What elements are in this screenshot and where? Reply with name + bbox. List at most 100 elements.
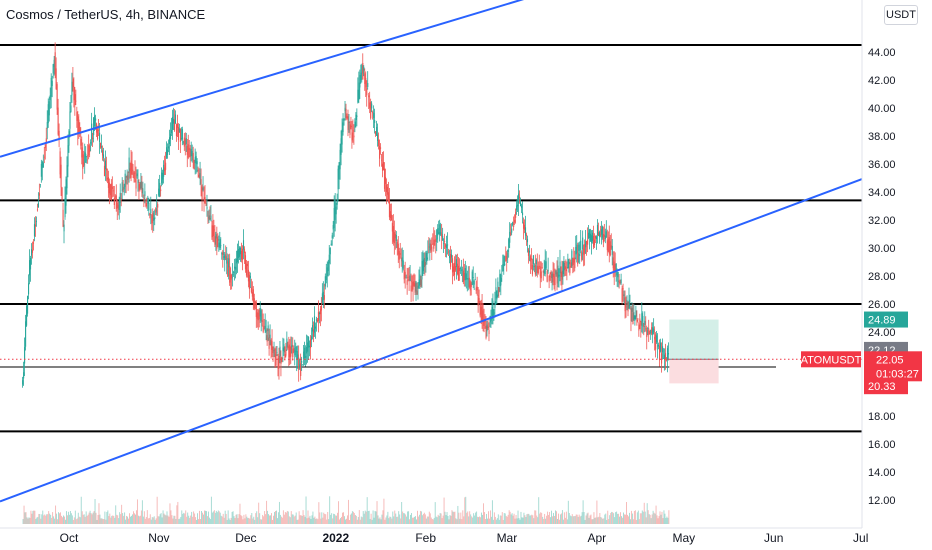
volume-bar — [471, 516, 473, 524]
volume-bar — [244, 518, 246, 524]
volume-bar — [447, 516, 449, 524]
candle-body — [140, 181, 142, 189]
candle-body — [604, 235, 606, 240]
candle-body — [329, 247, 331, 255]
volume-bar — [320, 518, 322, 524]
candle-body — [85, 153, 87, 158]
candle-body — [262, 325, 264, 332]
volume-bar — [332, 518, 334, 524]
currency-button[interactable]: USDT — [884, 5, 918, 25]
candle-body — [350, 125, 352, 128]
volume-bar — [615, 512, 617, 524]
volume-bar — [135, 514, 136, 524]
volume-bar — [87, 514, 89, 524]
volume-bar — [160, 513, 162, 524]
candle-body — [603, 234, 605, 237]
candle-body — [633, 312, 635, 320]
candle-body — [502, 264, 504, 272]
volume-bar — [508, 510, 510, 524]
volume-bar — [424, 514, 426, 524]
volume-bar — [335, 515, 337, 524]
candle-body — [546, 270, 548, 282]
volume-bar — [93, 511, 95, 524]
volume-bar — [452, 511, 454, 524]
volume-bar — [89, 510, 91, 524]
volume-bar — [107, 510, 109, 524]
candle-body — [254, 301, 256, 305]
candle-body — [451, 254, 453, 258]
candle-body — [271, 341, 273, 350]
candle-body — [316, 319, 319, 322]
candle-body — [652, 327, 654, 335]
candle-body — [267, 325, 269, 332]
candle-body — [453, 262, 456, 276]
volume-bar — [175, 518, 177, 524]
candle-body — [261, 320, 263, 322]
volume-bar — [365, 511, 367, 524]
candle-body — [205, 203, 207, 206]
candle-body — [482, 310, 484, 323]
volume-bar — [665, 517, 667, 524]
volume-bar — [264, 511, 266, 524]
candle-body — [46, 122, 48, 129]
candle-body — [212, 225, 214, 237]
volume-bar — [288, 516, 290, 524]
volume-bar — [610, 512, 612, 524]
candle-body — [36, 209, 38, 211]
target-zone — [669, 319, 719, 360]
volume-bar — [217, 510, 219, 524]
volume-bar — [113, 515, 115, 524]
volume-bar — [165, 515, 167, 524]
volume-bar — [509, 511, 511, 524]
volume-bar — [61, 515, 62, 524]
candle-body — [429, 243, 431, 251]
candle-body — [527, 249, 530, 256]
candle-body — [27, 296, 29, 314]
volume-bar — [442, 515, 444, 524]
candle-body — [665, 358, 668, 361]
candle-body — [358, 82, 360, 100]
candle-body — [381, 159, 383, 161]
candle-body — [448, 251, 450, 253]
volume-bar — [645, 517, 647, 524]
price-tick-label: 34.00 — [868, 187, 896, 199]
candle-body — [133, 172, 135, 179]
volume-bar — [644, 511, 646, 524]
volume-bar — [114, 517, 116, 524]
candle-body — [322, 291, 324, 300]
volume-bar — [238, 514, 240, 524]
volume-bar — [337, 512, 339, 524]
candle-body — [105, 168, 108, 171]
candle-body — [351, 132, 353, 141]
candle-body — [573, 257, 575, 263]
volume-bar — [429, 513, 431, 524]
candle-body — [69, 111, 71, 129]
volume-bar — [143, 511, 145, 524]
volume-bar — [120, 514, 122, 524]
volume-bar — [524, 515, 526, 524]
candle-body — [651, 327, 653, 334]
candle-body — [333, 207, 335, 229]
candle-body — [542, 270, 544, 273]
candle-body — [513, 226, 515, 227]
volume-bar — [366, 497, 368, 524]
volume-bar — [510, 514, 512, 524]
candle-body — [169, 137, 171, 144]
candle-body — [386, 186, 389, 195]
volume-bar — [322, 517, 324, 524]
volume-bar — [127, 516, 129, 524]
candle-body — [224, 254, 226, 261]
volume-bar — [638, 519, 640, 524]
volume-bar — [625, 514, 626, 524]
candle-body — [580, 240, 582, 250]
volume-bar — [151, 517, 153, 524]
candle-body — [587, 239, 589, 245]
candle-body — [268, 337, 270, 349]
candle-body — [217, 239, 219, 241]
candle-body — [617, 272, 619, 278]
volume-bar — [138, 516, 140, 524]
candle-body — [67, 145, 69, 167]
volume-bar — [212, 511, 214, 524]
candle-body — [100, 146, 103, 148]
